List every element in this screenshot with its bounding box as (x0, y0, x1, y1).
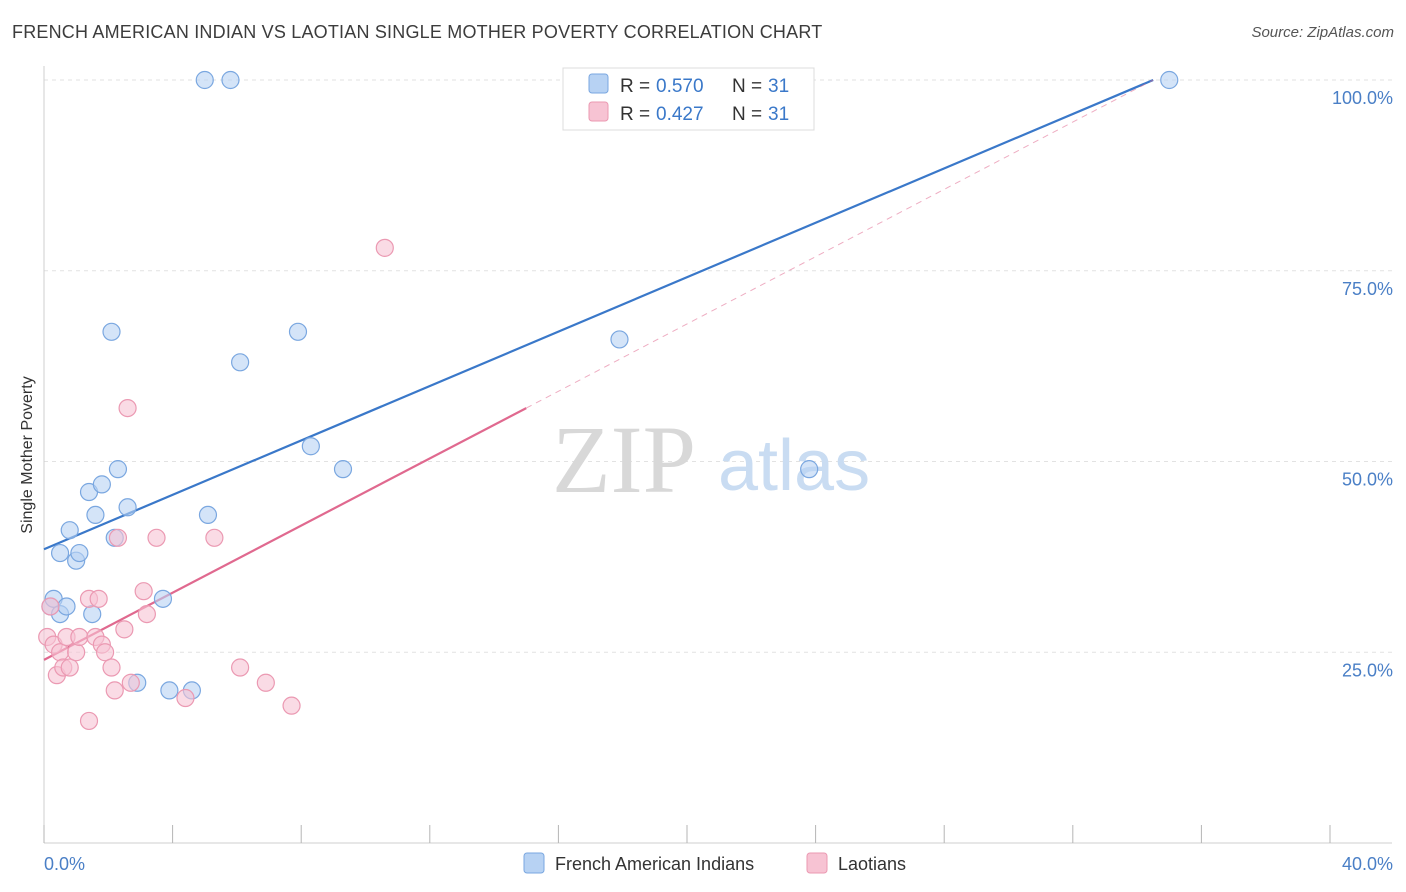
legend-n-value-blue: 31 (768, 76, 789, 97)
point-blue-5 (60, 521, 79, 540)
data-points (38, 70, 1179, 731)
watermark-atlas: atlas (718, 426, 870, 506)
point-pink-29 (282, 696, 301, 715)
series-legend-label-blue: French American Indians (555, 854, 754, 874)
point-blue-10 (86, 505, 105, 525)
point-blue-28 (610, 330, 629, 349)
legend-r-label-blue: R = (620, 76, 650, 97)
legend-r-value-pink: 0.427 (656, 104, 704, 125)
point-blue-30 (1160, 70, 1179, 90)
point-pink-26 (205, 528, 224, 547)
point-blue-23 (231, 353, 250, 372)
point-blue-24 (288, 322, 308, 341)
legend-n-label-blue: N = (732, 76, 762, 97)
point-pink-25 (176, 688, 195, 708)
point-blue-18 (160, 681, 179, 700)
point-pink-19 (115, 620, 134, 639)
point-blue-15 (118, 498, 137, 517)
legend-n-value-pink: 31 (768, 104, 789, 125)
point-blue-21 (198, 505, 218, 525)
point-blue-25 (301, 437, 320, 456)
point-pink-13 (89, 589, 108, 608)
y-tick-label-100: 100.0% (1332, 88, 1393, 108)
point-pink-15 (95, 643, 115, 662)
point-pink-20 (118, 398, 137, 418)
legend-swatch-pink (588, 101, 609, 122)
trend-line-pink-dashed (526, 79, 1154, 409)
trend-line-pink (43, 407, 527, 661)
series-legend-swatch-pink (806, 852, 828, 874)
point-pink-21 (121, 673, 140, 692)
trend-line-blue (43, 78, 1154, 551)
point-blue-12 (102, 322, 121, 341)
legend-r-value-blue: 0.570 (656, 76, 704, 97)
x-tick-label-min: 0.0% (44, 854, 85, 874)
point-blue-9 (83, 604, 102, 624)
legend-n-label-pink: N = (732, 104, 762, 125)
point-pink-17 (105, 681, 124, 700)
point-pink-9 (70, 627, 89, 647)
point-pink-30 (375, 238, 394, 257)
y-axis-title: Single Mother Poverty (19, 376, 36, 533)
point-blue-26 (333, 460, 353, 479)
watermark-zip: ZIP (552, 406, 696, 513)
stats-legend: R = 0.570 N = 31 R = 0.427 N = 31 (562, 67, 815, 131)
legend-swatch-blue (588, 73, 609, 94)
point-blue-20 (195, 70, 214, 90)
x-tick-label-max: 40.0% (1342, 854, 1393, 874)
point-pink-4 (50, 643, 70, 662)
y-tick-label-50: 50.0% (1342, 470, 1393, 490)
source-label: Source: ZipAtlas.com (1251, 24, 1394, 41)
point-blue-14 (108, 460, 128, 479)
y-tick-label-25: 25.0% (1342, 660, 1393, 680)
y-tick-label-75: 75.0% (1342, 279, 1393, 299)
point-pink-28 (256, 673, 275, 692)
point-blue-3 (50, 543, 70, 563)
point-pink-22 (134, 582, 153, 601)
point-blue-29 (800, 460, 819, 479)
point-pink-16 (102, 658, 121, 677)
series-legend: French American Indians Laotians (523, 852, 906, 874)
chart-title: FRENCH AMERICAN INDIAN VS LAOTIAN SINGLE… (12, 22, 823, 42)
point-pink-1 (41, 597, 60, 616)
legend-r-label-pink: R = (620, 104, 650, 125)
point-pink-27 (231, 658, 250, 677)
trend-lines (43, 78, 1154, 661)
point-blue-7 (70, 543, 89, 563)
point-pink-24 (147, 528, 166, 547)
point-pink-11 (79, 711, 99, 731)
point-blue-22 (221, 70, 240, 90)
point-blue-4 (57, 597, 76, 616)
series-legend-label-pink: Laotians (838, 854, 906, 874)
point-blue-11 (92, 475, 111, 494)
point-blue-17 (153, 589, 173, 608)
point-pink-7 (60, 658, 79, 677)
series-legend-swatch-blue (523, 852, 545, 874)
point-pink-23 (137, 604, 156, 624)
gridlines: 25.0% 50.0% 75.0% 100.0% (44, 79, 1393, 680)
point-pink-18 (108, 528, 128, 547)
axes: 0.0% 40.0% Single Mother Poverty (19, 66, 1393, 874)
point-pink-8 (67, 643, 86, 662)
